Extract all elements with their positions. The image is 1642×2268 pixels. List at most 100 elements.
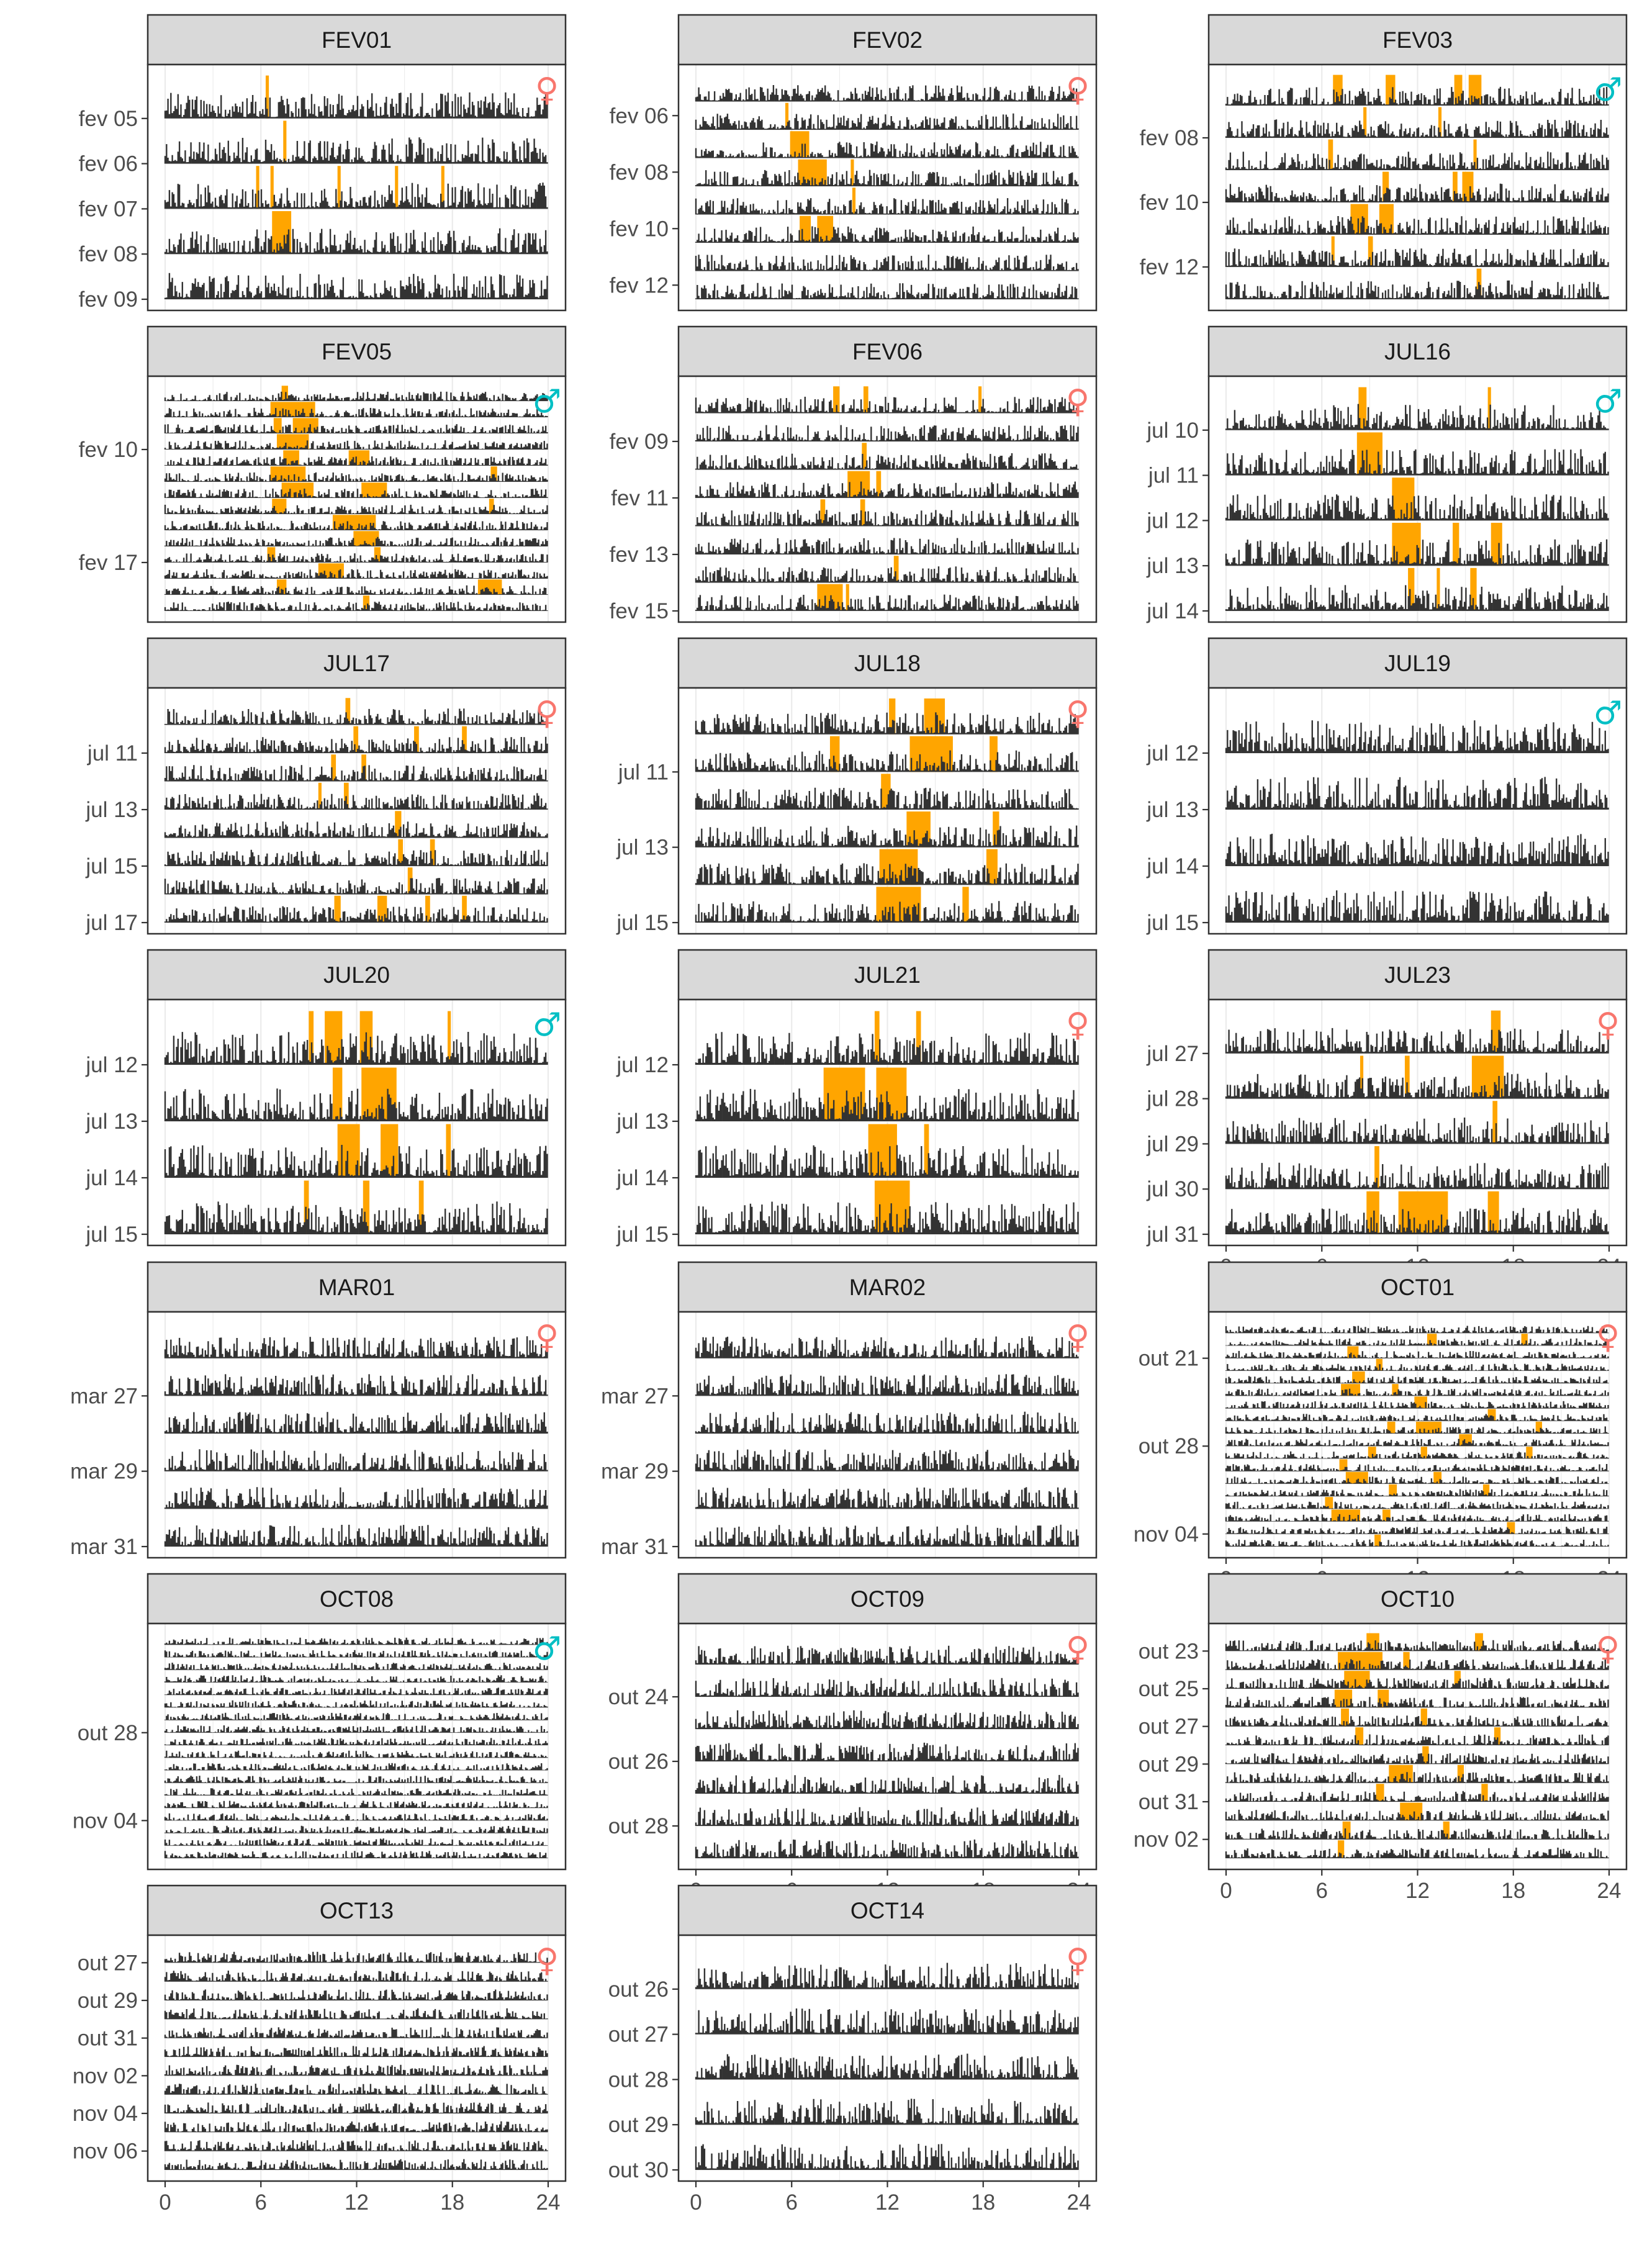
panel-strip-oct13 (147, 1884, 567, 1936)
activity-day-row (695, 2053, 1079, 2080)
y-tick-label: out 24 (608, 1685, 669, 1709)
y-tick-label: fev 06 (610, 104, 669, 128)
highlight-bar (283, 120, 287, 164)
activity-day-row (1225, 539, 1609, 566)
female-symbol-icon: ♀ (535, 1319, 559, 1356)
y-tick-label: mar 31 (601, 1535, 669, 1559)
activity-day-row (695, 1449, 1079, 1471)
activity-day-row (164, 1838, 548, 1846)
panel-mar02: MAR02 mar 27 mar 29 mar 31 ♀ (601, 1261, 1098, 1559)
panel-title-jul21: JUL21 (854, 962, 921, 988)
activity-day-row (1225, 1439, 1609, 1447)
panel-oct13: OCT13 out 27 out 29 out 31 nov 02 nov 04 nov 0… (73, 1884, 567, 2215)
highlight-bar (852, 187, 856, 215)
highlight-bar (1325, 1497, 1333, 1509)
activity-day-row (164, 2159, 548, 2170)
activity-day-row (695, 1839, 1079, 1858)
activity-day-row (695, 198, 1079, 215)
highlight-bar (1341, 1708, 1349, 1727)
panel-strip-fev06 (677, 325, 1098, 377)
x-tick-label: 12 (1405, 1879, 1430, 1903)
activity-day-row (695, 2144, 1079, 2170)
panel-border-jul17 (147, 687, 567, 935)
y-tick-label: jul 13 (85, 1109, 138, 1134)
panel-strip-oct10 (1207, 1573, 1628, 1625)
female-symbol-icon: ♀ (1066, 383, 1089, 420)
highlight-bar (265, 75, 269, 119)
activity-day-row (695, 1411, 1079, 1434)
y-tick-label: jul 14 (1146, 854, 1199, 879)
panel-title-oct10: OCT10 (1381, 1586, 1455, 1612)
activity-day-row (164, 1145, 548, 1178)
panel-border-oct01 (1207, 1311, 1628, 1559)
highlight-bar (1374, 1534, 1381, 1547)
activity-day-row (164, 1800, 548, 1809)
panel-strip-jul17 (147, 637, 567, 689)
highlight-bar (363, 1180, 370, 1234)
activity-day-row (164, 1738, 548, 1745)
y-tick-label: jul 27 (1146, 1042, 1199, 1066)
y-tick-label: mar 31 (70, 1535, 138, 1559)
activity-day-row (1225, 1476, 1609, 1484)
y-tick-label: fev 07 (79, 197, 138, 221)
panel-oct10: OCT10 out 23 out 25 out 27 out 29 out 31 nov 0… (1134, 1573, 1628, 1903)
panel-border-oct13 (147, 1934, 567, 2182)
highlight-bar (353, 726, 359, 753)
y-tick-label: jul 13 (616, 1109, 669, 1134)
highlight-bar (345, 698, 351, 725)
activity-day-row (695, 169, 1079, 186)
y-tick-label: fev 08 (1140, 126, 1199, 150)
activity-day-row (695, 863, 1079, 885)
activity-day-row (164, 183, 548, 209)
highlight-bar (1345, 1471, 1368, 1484)
female-symbol-icon: ♀ (1066, 1630, 1089, 1668)
y-tick-label: out 23 (1139, 1639, 1199, 1663)
activity-day-row (695, 425, 1079, 441)
activity-day-row (1225, 1659, 1609, 1670)
activity-day-row (1225, 248, 1609, 267)
activity-day-row (1225, 1208, 1609, 1234)
activity-day-row (1225, 1338, 1609, 1346)
panel-jul16: JUL16 jul 10 jul 11 jul 12 jul 13 jul 14 ♂ (1146, 325, 1628, 623)
activity-day-row (164, 137, 548, 164)
activity-day-row (164, 878, 548, 895)
panel-title-oct14: OCT14 (850, 1898, 924, 1923)
y-tick-label: jul 14 (1146, 599, 1199, 623)
highlight-bar (1414, 1396, 1427, 1409)
panel-title-jul17: JUL17 (323, 651, 390, 676)
activity-day-row (164, 456, 548, 466)
y-tick-label: jul 30 (1146, 1177, 1199, 1201)
y-tick-label: jul 11 (618, 760, 669, 784)
activity-day-row (695, 787, 1079, 810)
highlight-bar (1376, 1784, 1384, 1802)
panel-border-jul16 (1207, 375, 1628, 623)
activity-day-row (695, 85, 1079, 102)
highlight-bar (1482, 1484, 1490, 1497)
panel-border-jul23 (1207, 998, 1628, 1247)
highlight-bar (1494, 1727, 1501, 1745)
female-symbol-icon: ♀ (1066, 71, 1089, 109)
highlight-bar (916, 1011, 921, 1065)
highlight-bar (893, 556, 899, 583)
activity-day-row (1225, 494, 1609, 521)
activity-day-row (695, 2008, 1079, 2035)
y-tick-label: nov 04 (73, 2102, 138, 2126)
y-tick-label: out 30 (608, 2158, 669, 2182)
highlight-bar (414, 726, 419, 753)
x-tick-label: 18 (1501, 1879, 1525, 1903)
activity-day-row (164, 708, 548, 725)
activity-day-row (695, 1645, 1079, 1665)
highlight-bar (1379, 204, 1394, 235)
activity-day-row (695, 226, 1079, 243)
y-tick-label: fev 06 (79, 152, 138, 176)
y-tick-label: fev 08 (79, 242, 138, 266)
female-symbol-icon: ♀ (1066, 695, 1089, 732)
panel-fev03: FEV03 fev 08 fev 10 fev 12 ♂ (1140, 14, 1628, 312)
y-tick-label: jul 11 (1148, 464, 1199, 488)
y-tick-label: fev 13 (610, 543, 669, 567)
highlight-bar (829, 736, 840, 772)
panel-fev02: FEV02 fev 06 fev 08 fev 10 fev 12 ♀ (610, 14, 1098, 312)
activity-day-row (695, 1374, 1079, 1396)
highlight-bar (1404, 1055, 1410, 1099)
